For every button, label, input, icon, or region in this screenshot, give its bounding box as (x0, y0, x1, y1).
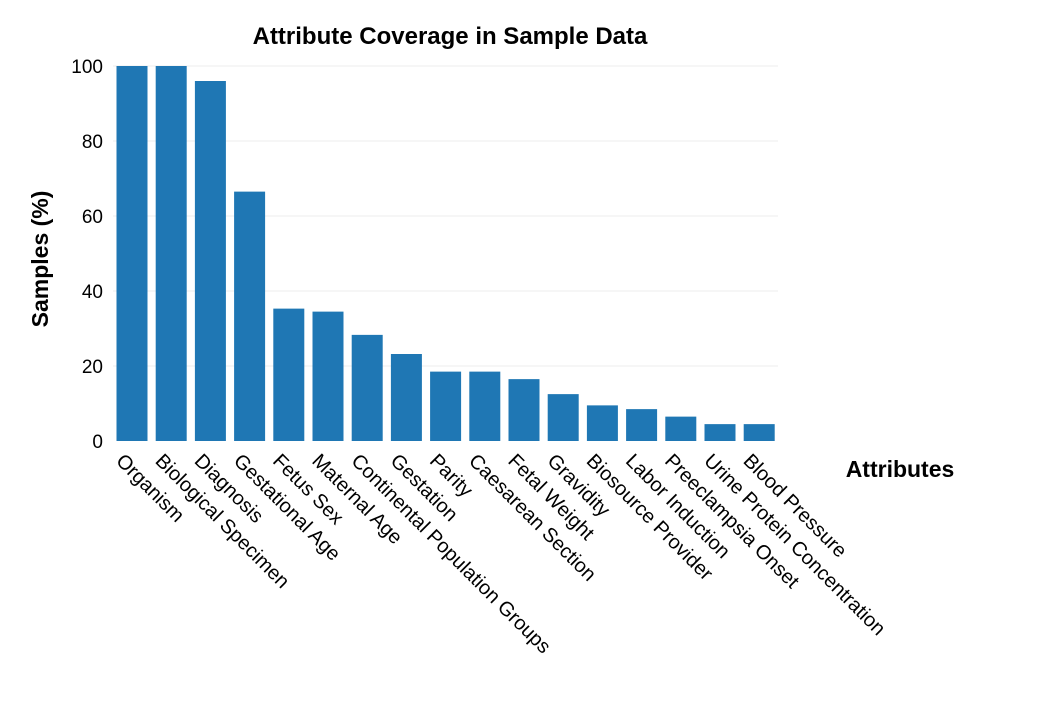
y-tick-label: 40 (82, 282, 103, 303)
y-tick-label: 20 (82, 357, 103, 378)
bars (116, 66, 775, 441)
bar (626, 409, 658, 441)
bar (469, 371, 501, 441)
x-axis-title: Attributes (846, 456, 955, 482)
bar (194, 81, 226, 441)
bar (704, 424, 736, 441)
bar (586, 405, 618, 441)
bar (234, 191, 266, 441)
bar (390, 354, 422, 441)
y-axis-title: Samples (%) (27, 191, 53, 328)
y-tick-label: 80 (82, 132, 103, 153)
bar (743, 424, 775, 441)
bar (547, 394, 579, 441)
bar (430, 371, 462, 441)
bar (508, 379, 540, 441)
y-tick-label: 0 (92, 432, 103, 453)
y-tick-labels: 0 20 40 60 80 100 (71, 57, 103, 453)
bar (116, 66, 148, 441)
y-tick-label: 60 (82, 207, 103, 228)
bar (665, 416, 697, 441)
y-tick-label: 100 (71, 57, 103, 78)
bar (155, 66, 187, 441)
bar (312, 311, 344, 441)
chart-title: Attribute Coverage in Sample Data (253, 23, 648, 50)
bar (273, 308, 305, 441)
bar (351, 334, 383, 441)
